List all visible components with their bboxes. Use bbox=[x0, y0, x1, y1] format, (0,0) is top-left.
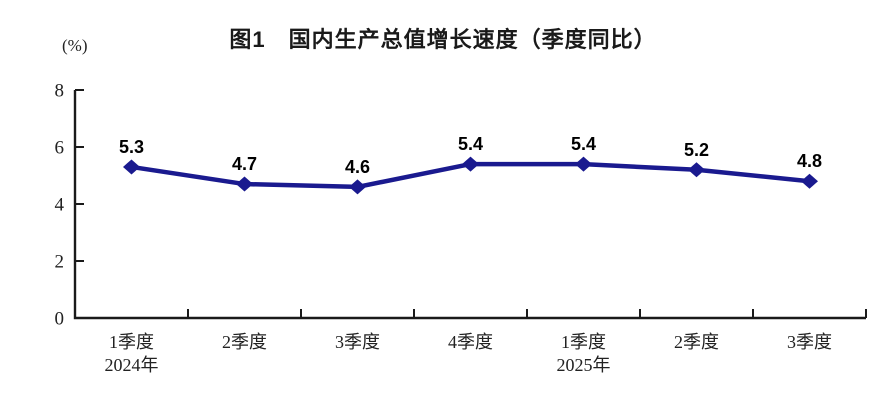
data-point-marker bbox=[801, 173, 818, 189]
data-point-label: 4.7 bbox=[232, 154, 257, 174]
data-point-label: 4.6 bbox=[345, 157, 370, 177]
data-point-label: 5.2 bbox=[684, 140, 709, 160]
data-point-label: 5.4 bbox=[571, 134, 596, 154]
y-axis-tick-label: 4 bbox=[55, 195, 65, 216]
data-point-label: 4.8 bbox=[797, 151, 822, 171]
x-axis-year-label: 2025年 bbox=[557, 355, 611, 375]
x-axis-label: 3季度 bbox=[787, 332, 832, 352]
y-axis-tick-label: 0 bbox=[55, 309, 65, 330]
x-axis-label: 1季度 bbox=[109, 332, 154, 352]
data-point-marker bbox=[349, 179, 366, 195]
y-axis-tick-label: 6 bbox=[55, 138, 65, 159]
data-point-marker bbox=[688, 162, 705, 178]
chart-title: 图1 国内生产总值增长速度（季度同比） bbox=[229, 27, 657, 52]
data-point-marker bbox=[462, 156, 479, 172]
x-axis-label: 1季度 bbox=[561, 332, 606, 352]
y-axis-unit-label: (%) bbox=[62, 36, 88, 55]
x-axis-label: 2季度 bbox=[674, 332, 719, 352]
y-axis-tick-label: 2 bbox=[55, 252, 65, 273]
data-point-label: 5.3 bbox=[119, 137, 144, 157]
x-axis-year-label: 2024年 bbox=[105, 355, 159, 375]
x-axis-label: 4季度 bbox=[448, 332, 493, 352]
data-point-marker bbox=[575, 156, 592, 172]
x-axis-label: 2季度 bbox=[222, 332, 267, 352]
x-axis-label: 3季度 bbox=[335, 332, 380, 352]
data-point-marker bbox=[123, 159, 140, 175]
data-point-marker bbox=[236, 176, 253, 192]
axis-lines bbox=[73, 90, 866, 320]
data-point-label: 5.4 bbox=[458, 134, 483, 154]
y-axis-tick-label: 8 bbox=[55, 81, 65, 102]
